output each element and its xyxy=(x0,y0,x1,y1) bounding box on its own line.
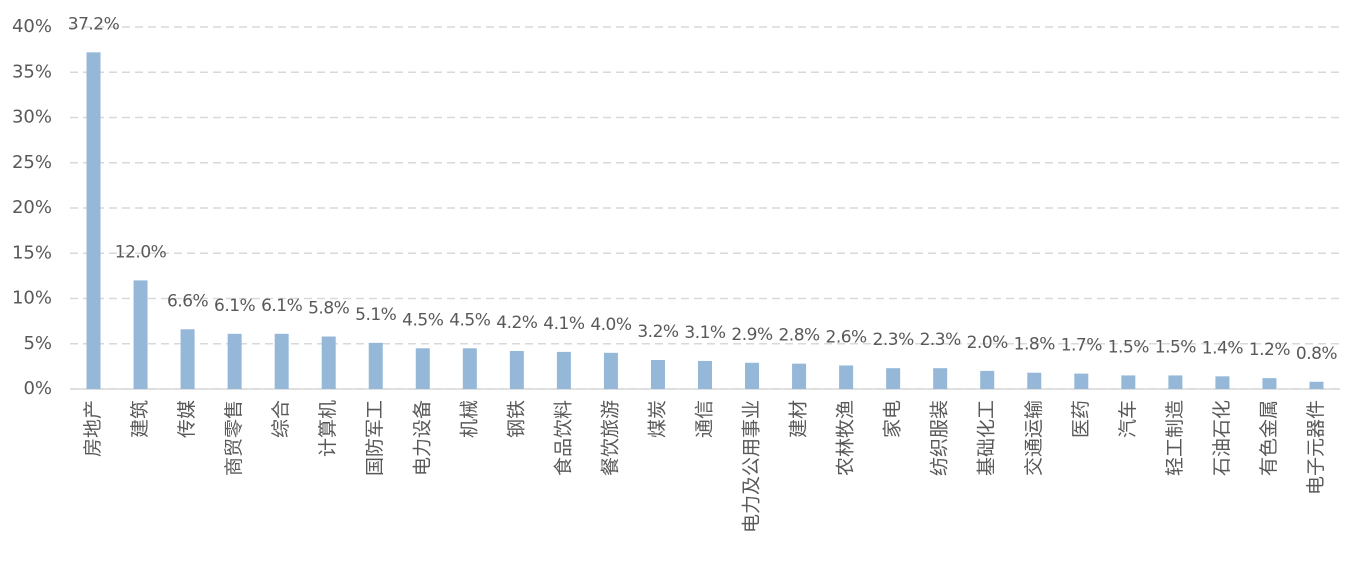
x-tick-label: 商贸零售 xyxy=(223,400,245,476)
bar xyxy=(886,368,901,389)
bar xyxy=(86,52,101,390)
bar xyxy=(603,352,618,389)
x-tick-label: 机械 xyxy=(458,400,480,438)
data-label: 37.2% xyxy=(68,14,120,34)
bar xyxy=(1168,375,1183,389)
bar xyxy=(1027,372,1042,389)
data-label: 5.1% xyxy=(355,305,397,325)
x-tick-label: 综合 xyxy=(270,400,292,438)
x-tick-label: 医药 xyxy=(1070,400,1092,438)
bar xyxy=(1121,375,1136,389)
data-label: 2.6% xyxy=(826,327,868,347)
data-label: 6.6% xyxy=(167,291,209,311)
data-label: 2.3% xyxy=(873,330,915,350)
data-label: 2.9% xyxy=(731,325,773,345)
x-tick-label: 纺织服装 xyxy=(929,400,951,476)
data-label: 1.8% xyxy=(1014,335,1056,355)
data-label: 4.0% xyxy=(590,315,632,335)
y-tick-label: 5% xyxy=(23,333,52,354)
data-label: 6.1% xyxy=(261,296,303,316)
data-label: 5.8% xyxy=(308,299,350,319)
y-tick-label: 0% xyxy=(23,378,52,399)
bar xyxy=(745,362,760,389)
x-tick-label: 家电 xyxy=(882,400,904,438)
x-tick-label: 电力设备 xyxy=(411,400,433,476)
y-tick-label: 15% xyxy=(12,242,52,263)
x-tick-label: 传媒 xyxy=(176,400,198,438)
x-tick-label: 食品饮料 xyxy=(552,400,574,476)
x-tick-label: 国防军工 xyxy=(364,400,386,476)
bar xyxy=(980,370,995,389)
data-label: 1.4% xyxy=(1202,338,1244,358)
data-label: 4.5% xyxy=(449,310,491,330)
x-tick-label: 钢铁 xyxy=(505,400,527,438)
bar xyxy=(462,348,477,389)
x-tick-label: 餐饮旅游 xyxy=(599,400,621,476)
data-label: 2.0% xyxy=(967,333,1009,353)
bar xyxy=(1262,378,1277,389)
bar xyxy=(1215,376,1230,389)
x-tick-label: 石油石化 xyxy=(1211,400,1233,476)
data-label: 1.7% xyxy=(1061,336,1103,356)
x-tick-label: 房地产 xyxy=(82,400,104,457)
data-label: 4.1% xyxy=(543,314,585,334)
data-label: 3.2% xyxy=(637,322,679,342)
bar xyxy=(321,336,336,389)
x-tick-label: 煤炭 xyxy=(646,400,668,438)
y-tick-label: 30% xyxy=(12,107,52,128)
bar xyxy=(509,350,524,389)
bar xyxy=(839,365,854,389)
x-tick-label: 有色金属 xyxy=(1258,400,1280,476)
y-tick-label: 20% xyxy=(12,197,52,218)
bar xyxy=(556,351,571,389)
x-tick-label: 电力及公用事业 xyxy=(741,400,763,533)
bar xyxy=(933,368,948,389)
data-label: 3.1% xyxy=(684,323,726,343)
y-tick-label: 10% xyxy=(12,288,52,309)
y-tick-label: 40% xyxy=(12,16,52,37)
x-tick-label: 计算机 xyxy=(317,400,339,457)
data-label: 2.8% xyxy=(778,326,820,346)
x-tick-label: 建筑 xyxy=(129,400,151,438)
bar xyxy=(368,342,383,389)
y-tick-label: 25% xyxy=(12,152,52,173)
data-label: 0.8% xyxy=(1296,344,1338,364)
x-tick-label: 汽车 xyxy=(1117,400,1139,438)
data-label: 6.1% xyxy=(214,296,256,316)
bar xyxy=(1309,381,1324,389)
y-tick-label: 35% xyxy=(12,61,52,82)
bar xyxy=(792,363,807,389)
data-label: 4.2% xyxy=(496,313,538,333)
data-label: 12.0% xyxy=(115,242,167,262)
x-tick-label: 电子元器件 xyxy=(1305,400,1327,495)
bar xyxy=(133,280,148,389)
bar xyxy=(1074,373,1089,389)
x-tick-label: 农林牧渔 xyxy=(835,400,857,476)
x-tick-label: 交通运输 xyxy=(1023,400,1045,476)
bar xyxy=(415,348,430,389)
data-label: 1.2% xyxy=(1249,340,1291,360)
data-label: 4.5% xyxy=(402,310,444,330)
bar xyxy=(180,329,195,389)
data-label: 1.5% xyxy=(1108,337,1150,357)
x-tick-label: 轻工制造 xyxy=(1164,400,1186,476)
bar xyxy=(227,333,242,389)
bar xyxy=(274,333,289,389)
x-tick-label: 建材 xyxy=(788,400,810,438)
data-label: 1.5% xyxy=(1155,337,1197,357)
x-tick-label: 通信 xyxy=(694,400,716,438)
data-label: 2.3% xyxy=(920,330,962,350)
bar xyxy=(650,360,665,389)
x-tick-label: 基础化工 xyxy=(976,400,998,476)
bar xyxy=(698,360,712,389)
